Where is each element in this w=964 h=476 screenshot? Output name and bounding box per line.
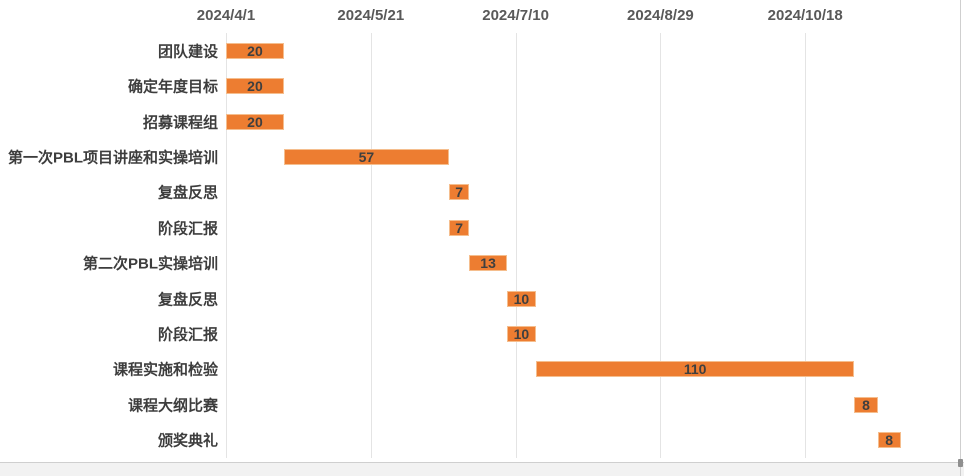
task-bar[interactable]: 7 — [448, 219, 470, 236]
task-label: 阶段汇报 — [157, 326, 218, 344]
task-bar[interactable]: 13 — [469, 255, 507, 272]
task-row: 团队建设 20 — [0, 33, 964, 68]
task-label: 第二次PBL实操培训 — [82, 255, 218, 273]
task-duration-value: 20 — [247, 42, 263, 59]
task-duration-value: 57 — [358, 148, 375, 165]
task-label: 确定年度目标 — [127, 78, 218, 96]
task-row: 颁奖典礼 8 — [0, 423, 964, 458]
task-label: 颁奖典礼 — [157, 432, 218, 450]
task-label: 课程大纲比赛 — [127, 397, 218, 415]
resize-handle-icon[interactable] — [958, 459, 963, 467]
axis-tick-label: 2024/4/1 — [196, 7, 256, 24]
window-right-border — [960, 0, 961, 476]
task-row: 课程大纲比赛 8 — [0, 387, 964, 422]
task-row: 确定年度目标 20 — [0, 68, 964, 103]
task-duration-value: 10 — [513, 326, 530, 343]
task-bar[interactable]: 10 — [506, 290, 536, 307]
task-label: 课程实施和检验 — [112, 361, 218, 379]
task-duration-value: 13 — [480, 255, 496, 272]
task-row: 阶段汇报 10 — [0, 316, 964, 351]
axis-tick-label: 2024/8/29 — [627, 7, 694, 24]
task-bar[interactable]: 7 — [448, 184, 470, 201]
gridline — [515, 33, 517, 458]
task-duration-value: 110 — [683, 361, 707, 378]
task-bar[interactable]: 8 — [877, 432, 901, 449]
gridline — [660, 33, 662, 458]
window-bottom-border — [0, 462, 964, 463]
task-duration-value: 7 — [455, 219, 464, 236]
task-label: 复盘反思 — [157, 291, 218, 309]
task-label: 复盘反思 — [157, 184, 218, 202]
task-row: 复盘反思 7 — [0, 175, 964, 210]
task-row: 第二次PBL实操培训 13 — [0, 246, 964, 281]
task-label: 第一次PBL项目讲座和实操培训 — [7, 149, 218, 167]
task-row: 课程实施和检验 110 — [0, 352, 964, 387]
axis-tick-label: 2024/7/10 — [482, 7, 549, 24]
gridline — [226, 33, 227, 458]
task-bar[interactable]: 20 — [226, 42, 284, 59]
task-bar[interactable]: 8 — [854, 396, 878, 413]
gridline — [370, 33, 372, 458]
task-row: 招募课程组 20 — [0, 104, 964, 139]
task-duration-value: 10 — [513, 290, 530, 307]
task-bar[interactable]: 110 — [535, 361, 855, 378]
axis-tick-label: 2024/10/18 — [767, 7, 843, 24]
task-label: 团队建设 — [157, 43, 218, 61]
task-row: 阶段汇报 7 — [0, 210, 964, 245]
task-row: 复盘反思 10 — [0, 281, 964, 316]
task-duration-value: 8 — [862, 396, 870, 413]
task-label: 阶段汇报 — [157, 220, 218, 238]
task-bar[interactable]: 57 — [283, 148, 449, 165]
task-label: 招募课程组 — [142, 114, 218, 132]
task-duration-value: 8 — [885, 432, 894, 449]
axis-tick-label: 2024/5/21 — [337, 7, 405, 24]
task-duration-value: 20 — [247, 113, 263, 130]
task-bar[interactable]: 20 — [226, 113, 284, 130]
gridline — [805, 33, 807, 458]
task-duration-value: 20 — [247, 78, 263, 95]
task-row: 第一次PBL项目讲座和实操培训 57 — [0, 139, 964, 174]
window-bottom-strip — [0, 463, 964, 476]
task-duration-value: 7 — [455, 184, 464, 201]
task-bar[interactable]: 10 — [506, 326, 536, 343]
task-bar[interactable]: 20 — [226, 78, 284, 95]
